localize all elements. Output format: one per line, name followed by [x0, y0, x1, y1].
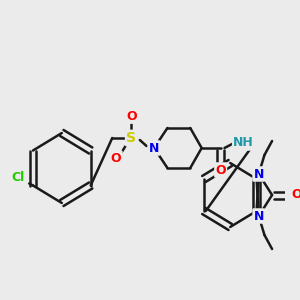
Text: N: N	[149, 142, 159, 154]
Text: Cl: Cl	[11, 171, 24, 184]
Text: N: N	[254, 209, 264, 223]
Text: O: O	[215, 164, 226, 176]
Text: NH: NH	[233, 136, 254, 149]
Text: S: S	[126, 131, 136, 145]
Text: O: O	[111, 152, 122, 164]
Text: N: N	[254, 167, 264, 181]
Text: O: O	[292, 188, 300, 202]
Text: O: O	[126, 110, 136, 122]
